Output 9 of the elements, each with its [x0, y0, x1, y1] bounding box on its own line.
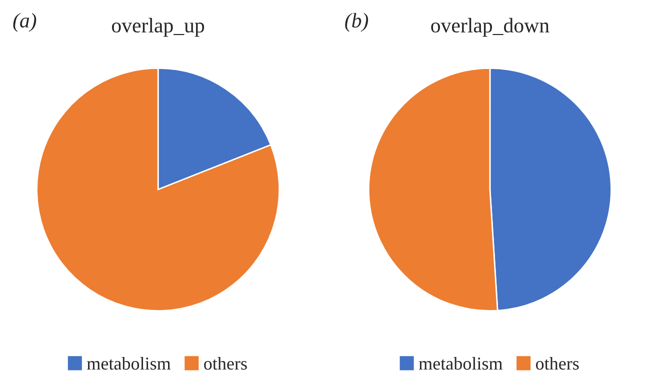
legend-label: metabolism [418, 356, 503, 370]
legend-label: others [536, 356, 579, 370]
legend-label: others [204, 356, 247, 370]
legend-label: metabolism [87, 356, 171, 370]
chart-title: overlap_up [112, 18, 204, 37]
text: (a) [13, 12, 36, 32]
text: (b) [345, 12, 368, 32]
chart-title: overlap_down [431, 18, 550, 37]
pie-slice [36, 68, 280, 312]
